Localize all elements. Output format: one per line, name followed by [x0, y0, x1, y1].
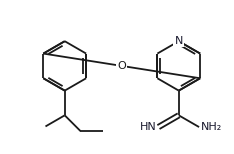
Text: HN: HN: [140, 122, 157, 132]
Text: N: N: [175, 36, 183, 46]
Text: NH₂: NH₂: [201, 122, 222, 132]
Text: O: O: [117, 61, 126, 71]
